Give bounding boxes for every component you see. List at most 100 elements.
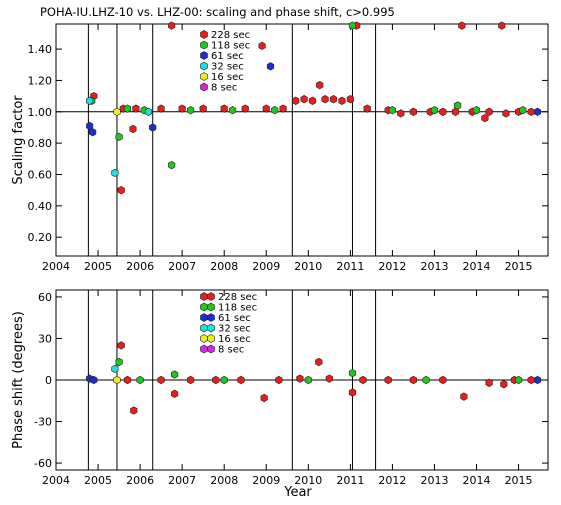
scaling-data-point (258, 41, 266, 51)
phase-legend-label: 32 sec (218, 324, 251, 335)
scaling-x-tick-label: 2014 (463, 260, 491, 273)
scaling-data-point (86, 121, 94, 131)
phase-data-point (187, 375, 195, 385)
phase-data-point (157, 375, 165, 385)
phase-data-point (514, 375, 523, 385)
phase-x-tick-label: 2013 (420, 474, 448, 487)
phase-legend-marker (200, 323, 208, 333)
scaling-data-point (113, 107, 121, 116)
scaling-data-point (316, 80, 324, 90)
phase-legend-marker (207, 334, 215, 343)
phase-x-tick-label: 2009 (252, 474, 280, 487)
phase-data-point (384, 375, 392, 385)
scaling-plot-frame (55, 23, 549, 257)
scaling-data-point (388, 106, 397, 115)
scaling-data-point (439, 107, 447, 116)
scaling-x-tick-label: 2011 (336, 260, 364, 273)
phase-x-tick-label: 2005 (84, 474, 112, 487)
phase-data-point (237, 375, 245, 385)
scaling-data-point (168, 21, 176, 30)
phase-data-point (115, 357, 123, 367)
scaling-x-tick-label: 2006 (126, 260, 154, 273)
phase-x-tick-label: 2010 (294, 474, 322, 487)
phase-legend-marker (207, 292, 215, 301)
scaling-legend-label: 32 sec (211, 62, 244, 73)
scaling-data-point (348, 21, 357, 30)
scaling-data-point (485, 107, 493, 116)
scaling-data-point (346, 95, 354, 104)
phase-y-tick-label: 0 (45, 374, 52, 387)
phase-data-point (275, 375, 283, 385)
scaling-data-point (132, 104, 140, 113)
scaling-legend-marker (200, 72, 208, 81)
scaling-y-tick-label: 1.00 (28, 106, 53, 119)
scaling-data-point (117, 186, 125, 195)
phase-legend-label: 118 sec (218, 303, 257, 314)
scaling-factor-panel: 2004 2005 2006 2007 2008 2009 2010 2011 2012 2013… (11, 21, 549, 273)
scaling-data-point (527, 107, 535, 116)
scaling-x-tick-label: 2013 (420, 260, 448, 273)
scaling-y-axis-title: Scaling factor (11, 95, 26, 185)
figure-title: POHA-IU.LHZ-10 vs. LHZ-00: scaling and p… (40, 5, 395, 19)
scaling-data-point (144, 107, 153, 116)
phase-data-point (220, 375, 228, 385)
scaling-x-tick-label: 2015 (505, 260, 533, 273)
scaling-data-point (363, 104, 371, 113)
phase-legend-marker (200, 292, 208, 301)
phase-y-tick-label: -30 (34, 416, 52, 429)
scaling-data-point (266, 62, 275, 71)
phase-data-point (348, 368, 357, 378)
phase-data-point (325, 374, 333, 383)
phase-x-tick-label: 2007 (168, 474, 196, 487)
scaling-data-point (502, 109, 510, 118)
phase-data-point (171, 370, 179, 379)
phase-legend-marker (207, 302, 215, 312)
phase-legend-label: 228 sec (218, 292, 257, 303)
scaling-data-point (472, 106, 481, 115)
scaling-data-point (168, 160, 176, 170)
scaling-y-tick-label: 0.40 (28, 200, 53, 213)
phase-data-point (136, 375, 144, 385)
phase-data-point (359, 375, 367, 385)
scaling-y-tick-label: 0.80 (28, 137, 53, 150)
scaling-x-tick-label: 2004 (42, 260, 70, 273)
scaling-data-point (533, 107, 542, 116)
phase-data-point (315, 357, 323, 367)
phase-y-tick-label: -60 (34, 457, 52, 470)
phase-x-tick-label: 2015 (505, 474, 533, 487)
scaling-data-point (329, 95, 338, 104)
scaling-y-tick-label: 1.20 (28, 74, 53, 87)
phase-data-point (485, 378, 493, 387)
scaling-data-point (279, 104, 287, 113)
scaling-data-point (229, 106, 237, 115)
phase-legend-label: 8 sec (218, 345, 244, 356)
phase-data-point (500, 380, 508, 389)
phase-y-axis-title: Phase shift (degrees) (11, 311, 26, 449)
phase-legend-marker (200, 313, 208, 322)
phase-x-tick-label: 2004 (42, 474, 70, 487)
scaling-y-tick-label: 1.40 (28, 43, 53, 56)
scaling-data-point (129, 124, 137, 134)
scaling-data-point (271, 106, 279, 115)
scaling-data-point (178, 104, 186, 113)
phase-data-point (348, 388, 357, 397)
scaling-data-point (199, 104, 207, 113)
phase-data-point (113, 375, 121, 385)
scaling-data-point (89, 128, 97, 137)
phase-data-point (171, 389, 179, 398)
scaling-data-point (308, 96, 317, 105)
scaling-legend-label: 118 sec (211, 41, 250, 52)
scaling-data-point (519, 106, 527, 115)
scaling-x-tick-label: 2010 (294, 260, 322, 273)
scaling-data-point (409, 107, 418, 116)
scaling-data-point (481, 113, 489, 123)
scaling-data-point (453, 101, 462, 110)
phase-data-point (527, 375, 535, 385)
scaling-data-point (149, 123, 157, 132)
scaling-data-point (157, 104, 165, 113)
scaling-legend-marker (200, 82, 208, 92)
scaling-data-point (292, 96, 300, 105)
scaling-legend-label: 16 sec (211, 72, 244, 83)
phase-legend-marker (207, 323, 215, 333)
